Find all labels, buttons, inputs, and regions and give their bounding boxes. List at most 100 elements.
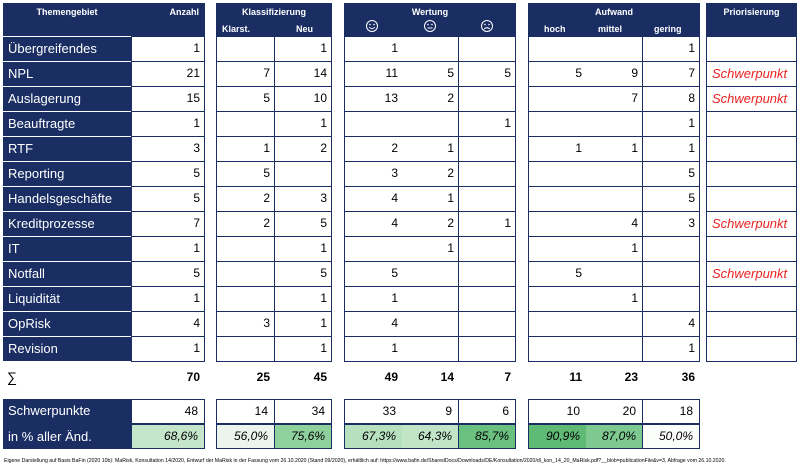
cell-neutral [402,262,458,286]
row-topic: Übergreifendes [3,37,131,61]
cell-pos [345,112,402,136]
cell-klarst: 2 [217,187,274,211]
cell-neu: 10 [275,87,331,111]
cell-pos: 1 [345,287,402,311]
cell-neutral [402,337,458,361]
percent-neg: 85,7% [459,425,515,448]
schwerpunkte-pos: 33 [345,400,402,423]
cell-gering [643,287,699,311]
cell-hoch [529,162,586,186]
cell-pos: 1 [345,337,402,361]
cell-neg [459,287,515,311]
row-topic: Auslagerung [3,87,131,111]
cell-neutral: 2 [402,162,458,186]
sum-neu: 45 [313,370,327,384]
row-topic: RTF [3,137,131,161]
header-wertung: Wertung [344,3,516,36]
schwerpunkte-mittel: 20 [586,400,642,423]
cell-gering: 1 [643,137,699,161]
cell-pos: 3 [345,162,402,186]
cell-hoch [529,337,586,361]
cell-neu: 2 [275,137,331,161]
row-topic: Beauftragte [3,112,131,136]
smiley-sad-icon [481,20,493,32]
header-neu: Neu [296,24,314,34]
cell-anzahl: 1 [132,287,204,311]
cell-neu: 1 [275,312,331,336]
cell-mittel [586,337,642,361]
cell-mittel: 9 [586,62,642,86]
sum-anzahl: 70 [186,370,200,384]
cell-mittel [586,112,642,136]
cell-priorisierung [707,187,796,211]
cell-pos: 1 [345,37,402,61]
sum-hoch: 11 [569,370,582,384]
schwerpunkte-neu: 34 [275,400,331,423]
cell-priorisierung: Schwerpunkt [707,62,796,86]
cell-priorisierung [707,137,796,161]
cell-gering: 5 [643,162,699,186]
cell-klarst [217,337,274,361]
cell-anzahl: 5 [132,187,204,211]
cell-klarst [217,237,274,261]
schwerpunkte-anzahl: 48 [132,400,204,423]
cell-klarst: 5 [217,87,274,111]
cell-priorisierung [707,112,796,136]
percent-hoch: 90,9% [529,425,586,448]
cell-neg: 5 [459,62,515,86]
row-topic: Liquidität [3,287,131,311]
cell-gering: 7 [643,62,699,86]
cell-anzahl: 3 [132,137,204,161]
sum-klarst: 25 [256,370,270,384]
cell-gering: 1 [643,112,699,136]
header-gering: gering [654,24,682,34]
cell-neutral [402,37,458,61]
row-topic: Reporting [3,162,131,186]
cell-klarst [217,262,274,286]
cell-hoch [529,37,586,61]
header-klarst: Klarst. [222,24,251,34]
schwerpunkte-label: Schwerpunkte [8,403,91,418]
row-topic: Revision [3,337,131,361]
header-aufwand: Aufwand hoch mittel gering [528,3,700,36]
cell-pos: 4 [345,212,402,236]
cell-mittel: 1 [586,237,642,261]
header-mittel: mittel [598,24,623,34]
cell-pos: 4 [345,187,402,211]
cell-neutral: 1 [402,137,458,161]
row-topic: NPL [3,62,131,86]
cell-hoch [529,287,586,311]
cell-gering: 4 [643,312,699,336]
cell-mittel [586,162,642,186]
cell-priorisierung: Schwerpunkt [707,212,796,236]
cell-anzahl: 21 [132,62,204,86]
cell-hoch [529,112,586,136]
percent-klarst: 56,0% [217,425,274,448]
row-topic: Kreditprozesse [3,212,131,236]
sum-mittel: 23 [624,370,638,384]
cell-neg: 1 [459,212,515,236]
cell-neu: 5 [275,212,331,236]
percent-label: in % aller Änd. [8,429,92,444]
schwerpunkte-hoch: 10 [529,400,586,423]
cell-hoch: 1 [529,137,586,161]
cell-priorisierung [707,287,796,311]
cell-anzahl: 7 [132,212,204,236]
percent-pos: 67,3% [345,425,402,448]
cell-gering [643,237,699,261]
cell-klarst: 5 [217,162,274,186]
cell-klarst: 3 [217,312,274,336]
cell-hoch [529,312,586,336]
cell-pos: 5 [345,262,402,286]
header-klassifizierung: Klassifizierung Klarst. Neu [216,3,332,36]
cell-klarst: 2 [217,212,274,236]
sum-gering: 36 [681,370,695,384]
cell-neutral [402,312,458,336]
cell-gering [643,262,699,286]
cell-neu: 3 [275,187,331,211]
cell-mittel: 1 [586,137,642,161]
cell-hoch [529,237,586,261]
header-themengebiet: Themengebiet [3,3,131,36]
cell-anzahl: 15 [132,87,204,111]
cell-mittel [586,37,642,61]
